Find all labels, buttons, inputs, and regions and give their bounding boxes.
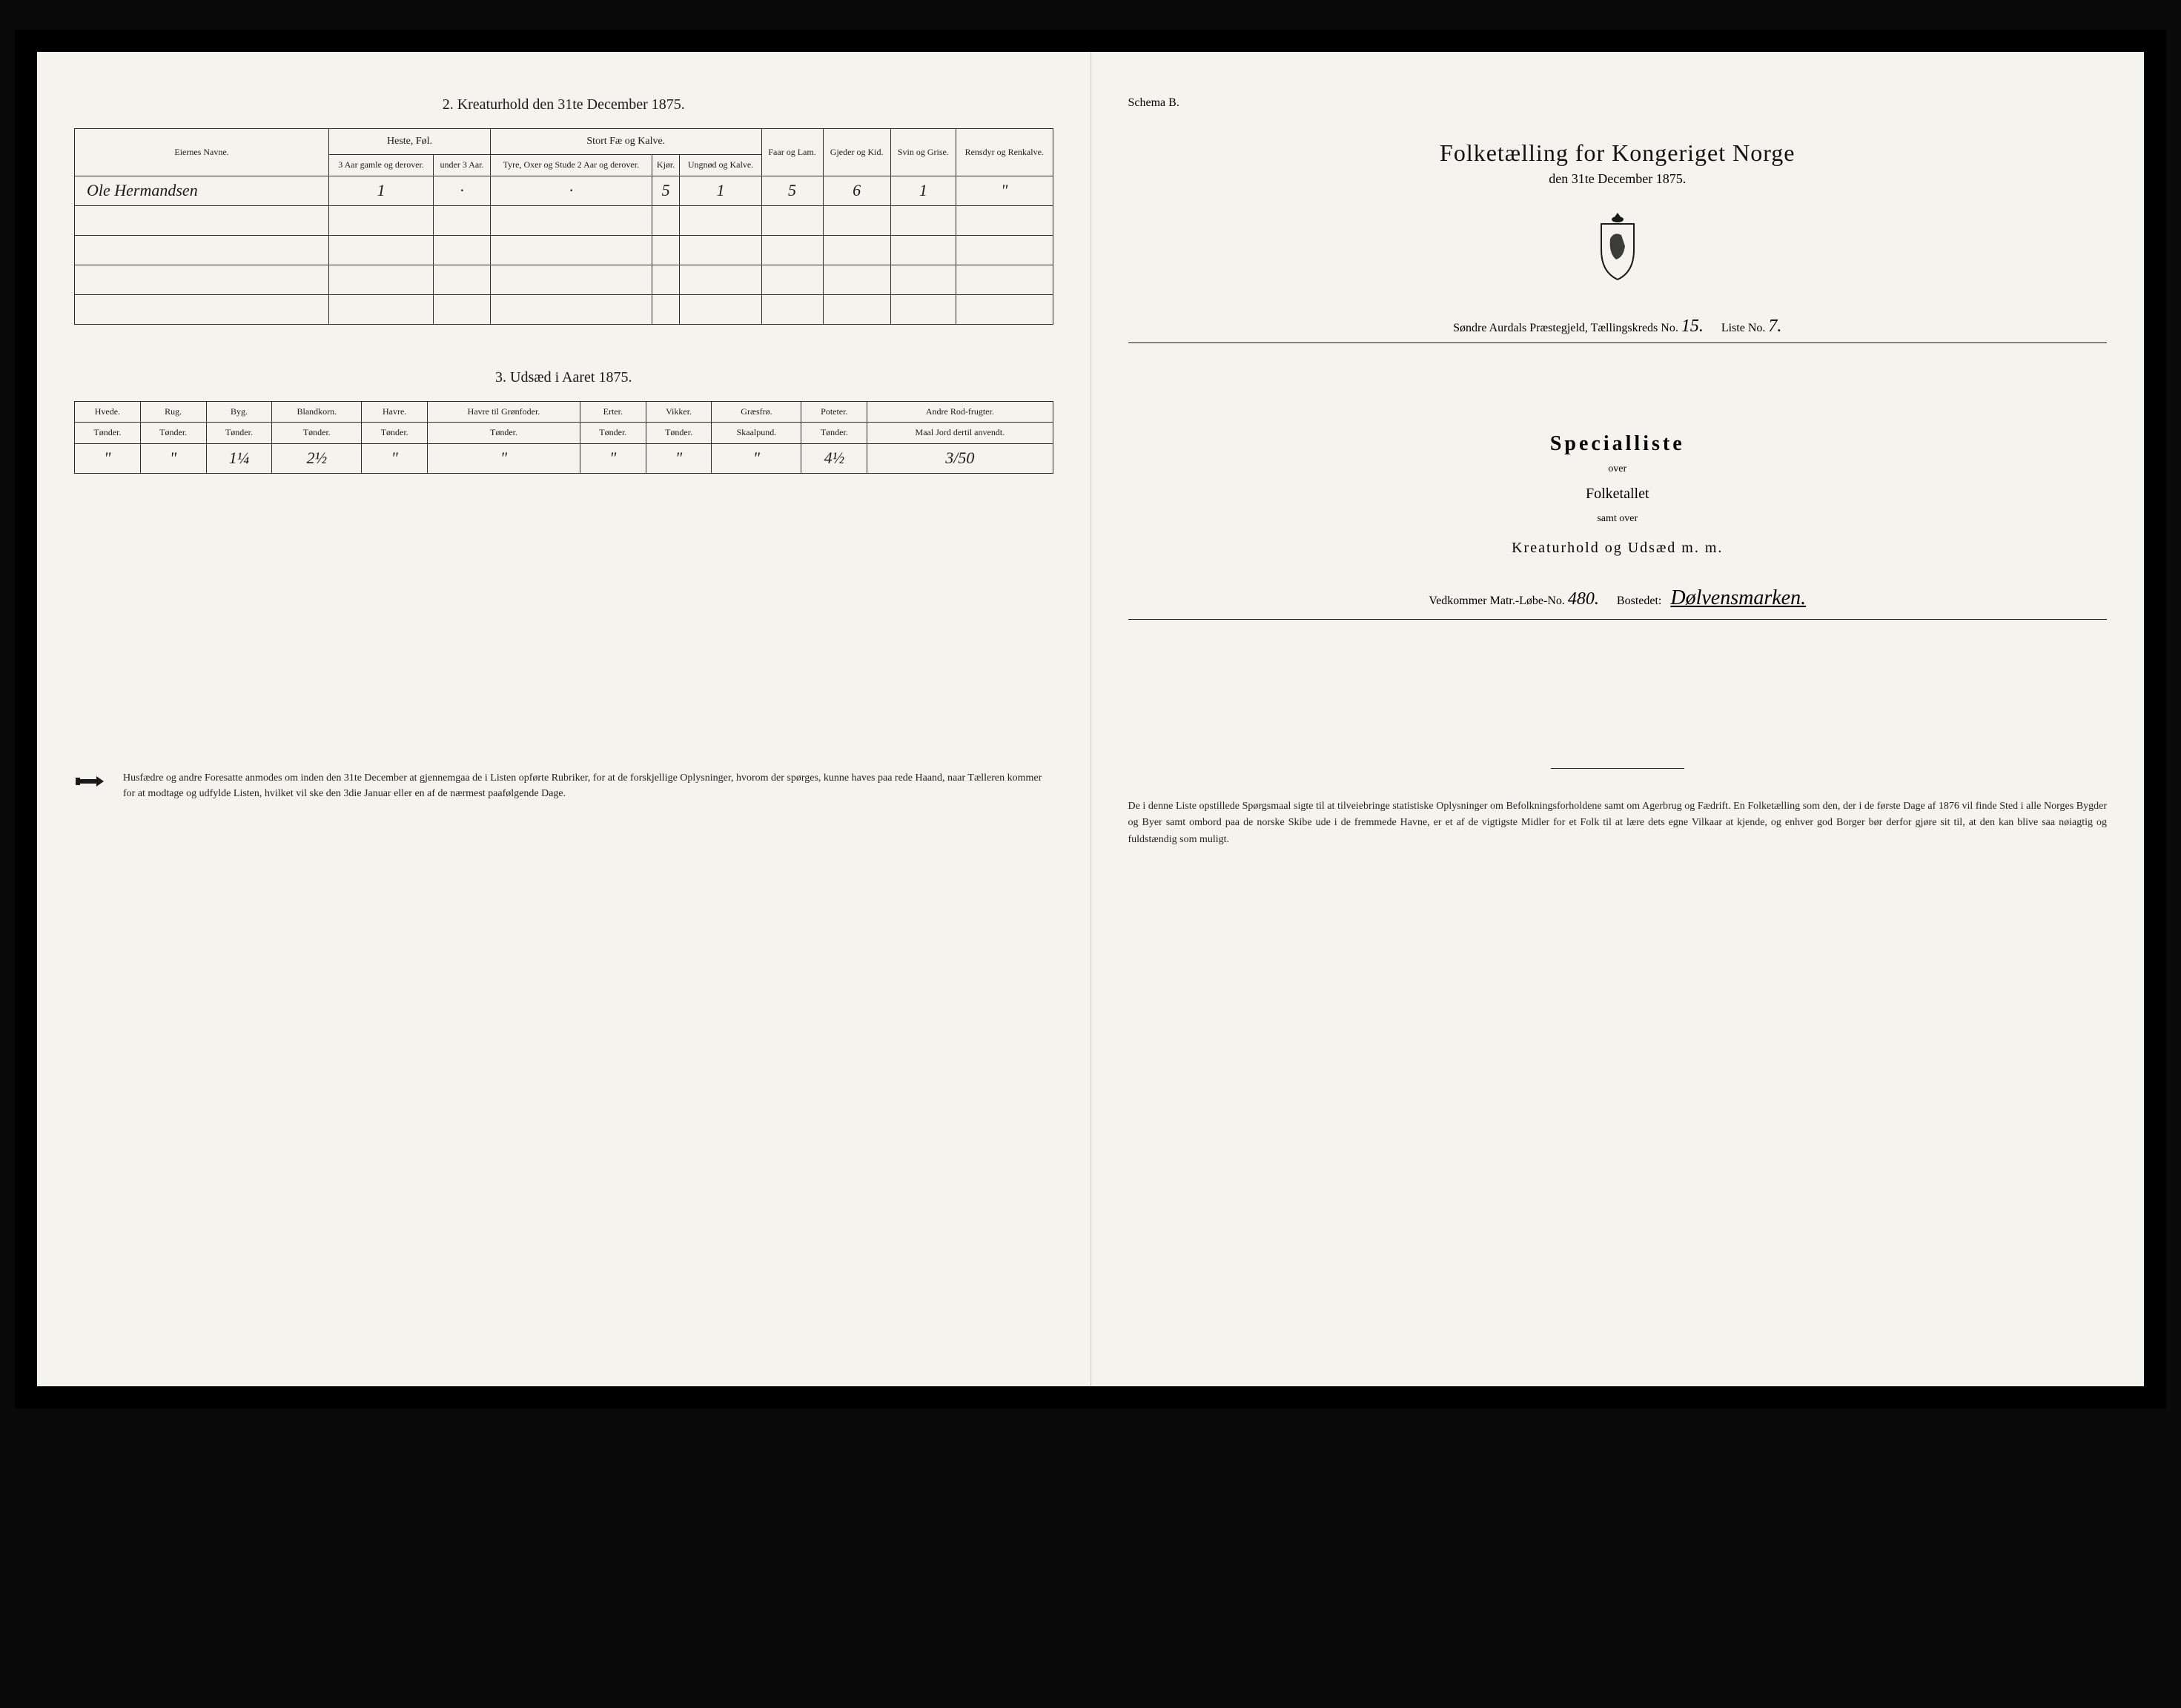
census-date: den 31te December 1875.: [1128, 171, 2108, 187]
col-andre: Andre Rod-frugter.: [867, 401, 1053, 423]
unit: Tønder.: [428, 423, 580, 444]
col-blandkorn: Blandkorn.: [272, 401, 362, 423]
ornament-rule: [1551, 768, 1684, 769]
col-group-heste: Heste, Føl.: [329, 129, 491, 155]
col-rensdyr: Rensdyr og Renkalve.: [956, 129, 1053, 176]
matr-label: Vedkommer Matr.-Løbe-No.: [1429, 595, 1565, 607]
col-erter: Erter.: [580, 401, 646, 423]
cell: 5: [761, 176, 823, 205]
unit: Skaalpund.: [712, 423, 801, 444]
specialliste-title: Specialliste: [1128, 432, 2108, 456]
col-name: Eiernes Navne.: [75, 129, 329, 176]
cell: ": [428, 443, 580, 473]
district-no: 15.: [1681, 317, 1704, 336]
cell: ": [580, 443, 646, 473]
cell: 4½: [801, 443, 867, 473]
page-title: Folketælling for Kongeriget Norge: [1128, 139, 2108, 167]
district-line: Søndre Aurdals Præstegjeld, Tællingskred…: [1128, 317, 2108, 343]
col-heste-a: 3 Aar gamle og derover.: [329, 155, 434, 176]
scan-frame: 2. Kreaturhold den 31te December 1875. E…: [15, 30, 2166, 1409]
kreatur-label: Kreaturhold og Udsæd m. m.: [1128, 540, 2108, 557]
footnote-text: Husfædre og andre Foresatte anmodes om i…: [123, 770, 1053, 801]
coat-of-arms-icon: [1128, 209, 2108, 287]
matr-no: 480.: [1568, 589, 1599, 609]
cell: ": [140, 443, 206, 473]
table-row: Ole Hermandsen 1 · · 5 1 5 6 1 ": [75, 176, 1053, 205]
left-footnote: Husfædre og andre Foresatte anmodes om i…: [74, 770, 1053, 801]
table-row: " " 1¼ 2½ " " " " " 4½ 3/50: [75, 443, 1053, 473]
col-fae-a: Tyre, Oxer og Stude 2 Aar og derover.: [491, 155, 652, 176]
col-vikker: Vikker.: [646, 401, 712, 423]
page-left: 2. Kreaturhold den 31te December 1875. E…: [37, 52, 1091, 1386]
table-row: [75, 235, 1053, 265]
cell: 2½: [272, 443, 362, 473]
cell: 6: [823, 176, 890, 205]
col-group-fae: Stort Fæ og Kalve.: [491, 129, 762, 155]
kreaturhold-table: Eiernes Navne. Heste, Føl. Stort Fæ og K…: [74, 128, 1053, 325]
col-havre-gron: Havre til Grønfoder.: [428, 401, 580, 423]
col-poteter: Poteter.: [801, 401, 867, 423]
cell: 5: [652, 176, 680, 205]
section3-title: 3. Udsæd i Aaret 1875.: [74, 369, 1053, 386]
unit: Tønder.: [206, 423, 272, 444]
right-footnote: De i denne Liste opstillede Spørgsmaal s…: [1128, 798, 2108, 848]
unit: Tønder.: [140, 423, 206, 444]
cell: ": [712, 443, 801, 473]
unit: Maal Jord dertil anvendt.: [867, 423, 1053, 444]
bosted-label: Bostedet:: [1617, 595, 1661, 607]
col-fae-c: Ungnød og Kalve.: [680, 155, 761, 176]
col-heste-b: under 3 Aar.: [434, 155, 491, 176]
udsaed-table: Hvede. Rug. Byg. Blandkorn. Havre. Havre…: [74, 401, 1053, 474]
col-rug: Rug.: [140, 401, 206, 423]
col-byg: Byg.: [206, 401, 272, 423]
unit: Tønder.: [646, 423, 712, 444]
cell: ": [956, 176, 1053, 205]
unit: Tønder.: [580, 423, 646, 444]
cell: ·: [491, 176, 652, 205]
col-fae-b: Kjør.: [652, 155, 680, 176]
cell: 3/50: [867, 443, 1053, 473]
unit: Tønder.: [75, 423, 141, 444]
col-svin: Svin og Grise.: [890, 129, 956, 176]
col-graesfro: Græsfrø.: [712, 401, 801, 423]
unit: Tønder.: [272, 423, 362, 444]
cell: ": [362, 443, 428, 473]
bosted-value: Dølvensmarken.: [1670, 586, 1806, 609]
owner-name: Ole Hermandsen: [75, 176, 329, 205]
col-havre: Havre.: [362, 401, 428, 423]
document-spread: 2. Kreaturhold den 31te December 1875. E…: [37, 52, 2144, 1386]
matr-line: Vedkommer Matr.-Løbe-No. 480. Bostedet: …: [1128, 586, 2108, 620]
col-faar: Faar og Lam.: [761, 129, 823, 176]
table-row: [75, 265, 1053, 294]
cell: 1¼: [206, 443, 272, 473]
unit: Tønder.: [801, 423, 867, 444]
samt-over-label: samt over: [1128, 513, 2108, 525]
cell: 1: [680, 176, 761, 205]
cell: ": [646, 443, 712, 473]
section2-title: 2. Kreaturhold den 31te December 1875.: [74, 96, 1053, 113]
pointing-hand-icon: [74, 770, 111, 792]
page-right: Schema B. Folketælling for Kongeriget No…: [1091, 52, 2145, 1386]
col-hvede: Hvede.: [75, 401, 141, 423]
district-prefix: Søndre Aurdals Præstegjeld, Tællingskred…: [1453, 322, 1678, 334]
over-label: over: [1128, 463, 2108, 475]
folketallet-label: Folketallet: [1128, 486, 2108, 503]
col-gjeder: Gjeder og Kid.: [823, 129, 890, 176]
table-row: [75, 205, 1053, 235]
cell: ": [75, 443, 141, 473]
cell: 1: [890, 176, 956, 205]
liste-label: Liste No.: [1721, 322, 1766, 334]
table-row: [75, 294, 1053, 324]
liste-no: 7.: [1768, 317, 1781, 336]
cell: 1: [329, 176, 434, 205]
unit: Tønder.: [362, 423, 428, 444]
schema-label: Schema B.: [1128, 96, 2108, 110]
cell: ·: [434, 176, 491, 205]
